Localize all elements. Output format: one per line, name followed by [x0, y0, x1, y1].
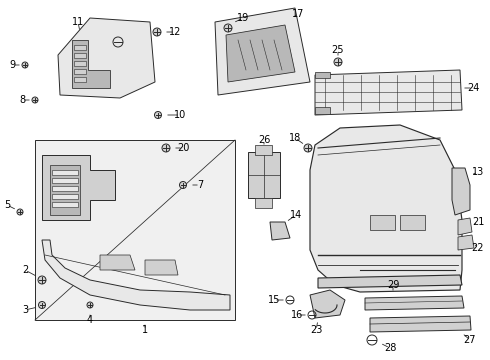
- Text: 14: 14: [290, 210, 302, 220]
- Polygon shape: [270, 222, 290, 240]
- Circle shape: [224, 24, 232, 32]
- Text: 7: 7: [197, 180, 203, 190]
- Polygon shape: [42, 240, 230, 310]
- Polygon shape: [458, 218, 472, 235]
- Circle shape: [22, 62, 28, 68]
- Circle shape: [87, 302, 93, 308]
- Text: 17: 17: [292, 9, 304, 19]
- Text: 9: 9: [9, 60, 15, 70]
- Text: 28: 28: [384, 343, 396, 353]
- Polygon shape: [72, 40, 110, 88]
- Polygon shape: [74, 69, 86, 74]
- Circle shape: [304, 144, 312, 152]
- Text: 10: 10: [174, 110, 186, 120]
- Polygon shape: [318, 275, 462, 288]
- Polygon shape: [315, 72, 330, 78]
- Polygon shape: [35, 140, 235, 320]
- Polygon shape: [255, 145, 272, 155]
- Circle shape: [17, 209, 23, 215]
- Text: 25: 25: [332, 45, 344, 55]
- Polygon shape: [52, 194, 78, 199]
- Circle shape: [153, 28, 161, 36]
- Text: 22: 22: [472, 243, 484, 253]
- Polygon shape: [74, 77, 86, 82]
- Polygon shape: [100, 255, 135, 270]
- Polygon shape: [226, 25, 295, 82]
- Polygon shape: [145, 260, 178, 275]
- Circle shape: [154, 112, 162, 118]
- Polygon shape: [310, 290, 345, 318]
- Text: 23: 23: [310, 325, 322, 335]
- Circle shape: [38, 276, 46, 284]
- Polygon shape: [315, 70, 462, 115]
- Polygon shape: [74, 53, 86, 58]
- Text: 16: 16: [291, 310, 303, 320]
- Text: 12: 12: [169, 27, 181, 37]
- Text: 20: 20: [177, 143, 189, 153]
- Text: 26: 26: [258, 135, 270, 145]
- Polygon shape: [400, 215, 425, 230]
- Circle shape: [39, 302, 46, 309]
- Polygon shape: [310, 125, 462, 292]
- Text: 21: 21: [472, 217, 484, 227]
- Text: 15: 15: [268, 295, 280, 305]
- Polygon shape: [315, 107, 330, 114]
- Polygon shape: [215, 8, 310, 95]
- Polygon shape: [74, 45, 86, 50]
- Text: 18: 18: [289, 133, 301, 143]
- Polygon shape: [370, 215, 395, 230]
- Text: 4: 4: [87, 315, 93, 325]
- Circle shape: [334, 58, 342, 66]
- Text: 13: 13: [472, 167, 484, 177]
- Text: 2: 2: [22, 265, 28, 275]
- Text: 11: 11: [72, 17, 84, 27]
- Circle shape: [179, 181, 187, 189]
- Polygon shape: [50, 165, 80, 215]
- Polygon shape: [370, 316, 471, 332]
- Polygon shape: [74, 61, 86, 66]
- Polygon shape: [365, 296, 464, 310]
- Polygon shape: [452, 168, 470, 215]
- Text: 24: 24: [467, 83, 479, 93]
- Text: 29: 29: [387, 280, 399, 290]
- Text: 5: 5: [4, 200, 10, 210]
- Text: 1: 1: [142, 325, 148, 335]
- Text: 27: 27: [464, 335, 476, 345]
- Text: 19: 19: [237, 13, 249, 23]
- Polygon shape: [52, 178, 78, 183]
- Polygon shape: [58, 18, 155, 98]
- Polygon shape: [52, 202, 78, 207]
- Polygon shape: [248, 152, 280, 198]
- Polygon shape: [52, 186, 78, 191]
- Circle shape: [32, 97, 38, 103]
- Text: 8: 8: [19, 95, 25, 105]
- Text: 3: 3: [22, 305, 28, 315]
- Polygon shape: [52, 170, 78, 175]
- Polygon shape: [42, 155, 115, 220]
- Polygon shape: [458, 235, 474, 250]
- Circle shape: [162, 144, 170, 152]
- Polygon shape: [255, 198, 272, 208]
